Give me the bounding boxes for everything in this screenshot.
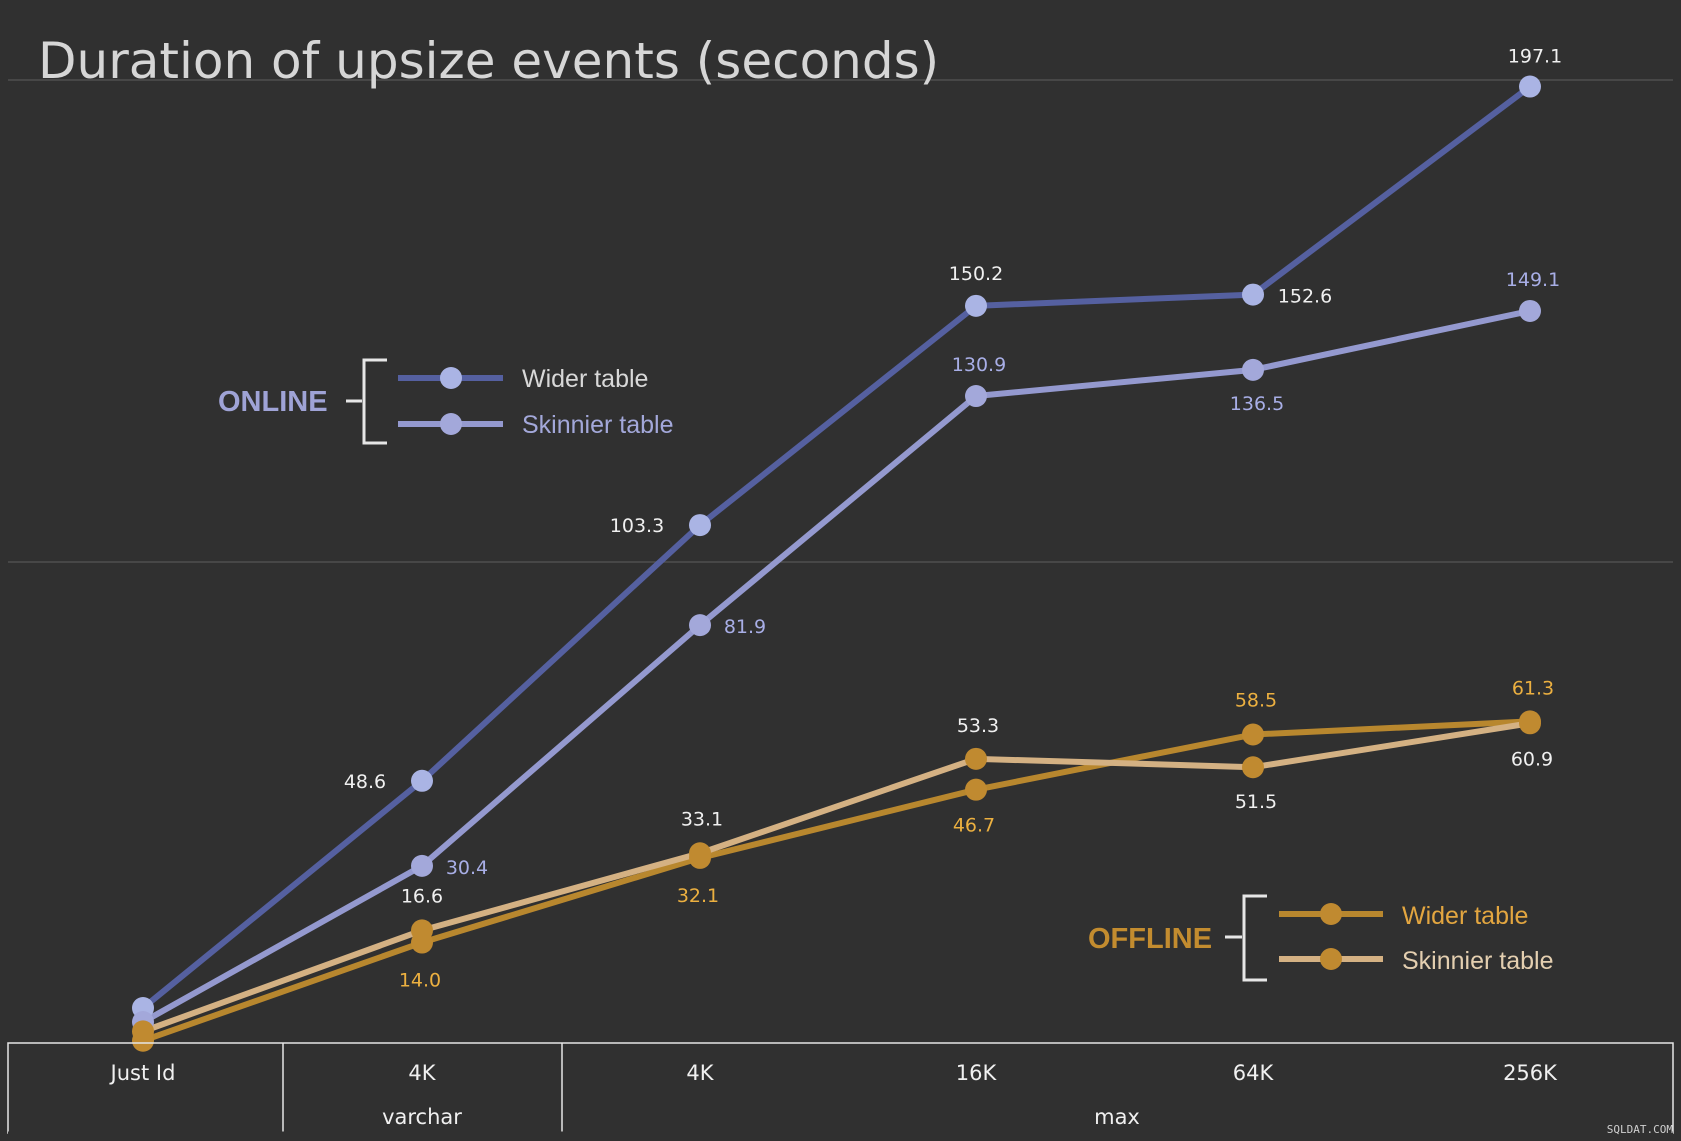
series-line-online-wider-table xyxy=(141,84,1532,1011)
data-label-offline-wider-table-4: 58.5 xyxy=(1235,690,1277,712)
legend-offline-skinnier-label: Skinnier table xyxy=(1402,947,1553,975)
point-offline-skinnier-table-5 xyxy=(1519,712,1541,735)
point-online-skinnier-table-4 xyxy=(1242,358,1264,381)
legend-online-bracket xyxy=(362,358,387,445)
point-offline-skinnier-table-4 xyxy=(1242,756,1264,779)
point-online-wider-table-5 xyxy=(1519,75,1541,98)
legend-online-wider-marker xyxy=(440,367,462,389)
data-label-online-skinnier-table-2: 81.9 xyxy=(724,616,766,638)
x-tick-label-4: 64K xyxy=(1233,1061,1275,1085)
legend-offline-wider-marker xyxy=(1320,903,1342,925)
data-label-online-wider-table-1: 48.6 xyxy=(344,771,386,793)
legend-offline-bracket xyxy=(1242,894,1267,982)
x-tick-label-0: Just Id xyxy=(109,1061,176,1085)
x-tick-label-5: 256K xyxy=(1503,1061,1558,1085)
data-label-offline-skinnier-table-5: 60.9 xyxy=(1511,748,1553,770)
legend-offline-title: OFFLINE xyxy=(1088,923,1212,955)
x-tick-label-1: 4K xyxy=(408,1061,436,1085)
point-offline-wider-table-3 xyxy=(965,778,987,801)
series-line-online-skinnier-table xyxy=(141,308,1531,1025)
data-label-online-skinnier-table-3: 130.9 xyxy=(952,354,1006,376)
point-online-wider-table-4 xyxy=(1242,283,1264,306)
data-label-offline-skinnier-table-3: 53.3 xyxy=(957,715,999,737)
x-tick-label-3: 16K xyxy=(956,1061,998,1085)
data-label-online-wider-table-3: 150.2 xyxy=(949,263,1003,285)
point-offline-skinnier-table-3 xyxy=(965,747,987,770)
data-label-online-skinnier-table-4: 136.5 xyxy=(1230,393,1284,415)
axis-group-varchar: varchar xyxy=(382,1105,462,1129)
series-line-offline-wider-table xyxy=(142,718,1531,1044)
data-label-offline-wider-table-5: 61.3 xyxy=(1512,677,1554,699)
series-layer xyxy=(132,75,1541,1052)
point-online-wider-table-2 xyxy=(689,514,711,537)
axis-labels: Just Id 4K 4K 16K 64K 256K xyxy=(109,1061,1559,1085)
data-label-online-wider-table-5: 197.1 xyxy=(1508,46,1562,68)
data-label-offline-skinnier-table-4: 51.5 xyxy=(1235,791,1277,813)
category-axis: Just Id 4K 4K 16K 64K 256K varchar max xyxy=(7,1042,1674,1135)
point-online-skinnier-table-1 xyxy=(411,854,433,877)
point-offline-wider-table-4 xyxy=(1242,723,1264,746)
legend-offline-wider-label: Wider table xyxy=(1402,902,1528,930)
data-label-online-wider-table-2: 103.3 xyxy=(610,515,664,537)
chart-title: Duration of upsize events (seconds) xyxy=(38,32,939,90)
legend-online-wider-label: Wider table xyxy=(522,365,648,393)
data-label-online-skinnier-table-5: 149.1 xyxy=(1506,269,1560,291)
legend-online-skinnier-marker xyxy=(440,413,462,435)
data-label-online-skinnier-table-1: 30.4 xyxy=(446,857,488,879)
x-tick-label-2: 4K xyxy=(686,1061,714,1085)
data-label-offline-wider-table-1: 14.0 xyxy=(399,970,441,992)
point-online-wider-table-3 xyxy=(965,294,987,317)
legend-online: ONLINE Wider table Skinnier table xyxy=(218,358,673,445)
point-online-skinnier-table-2 xyxy=(689,614,711,637)
data-label-offline-wider-table-2: 32.1 xyxy=(677,885,719,907)
legend-offline-skinnier-marker xyxy=(1320,948,1342,970)
data-label-offline-skinnier-table-2: 33.1 xyxy=(681,808,723,830)
watermark: SQLDAT.COM xyxy=(1607,1123,1674,1136)
data-label-online-wider-table-4: 152.6 xyxy=(1278,286,1332,308)
point-offline-skinnier-table-2 xyxy=(689,842,711,865)
series-line-offline-skinnier-table xyxy=(141,720,1531,1035)
point-online-skinnier-table-3 xyxy=(965,385,987,408)
data-label-offline-wider-table-3: 46.7 xyxy=(953,815,995,837)
point-offline-skinnier-table-1 xyxy=(411,919,433,942)
legend-offline: OFFLINE Wider table Skinnier table xyxy=(1088,894,1553,982)
legend-online-title: ONLINE xyxy=(218,386,328,418)
point-online-wider-table-1 xyxy=(411,769,433,792)
point-offline-skinnier-table-0 xyxy=(132,1020,154,1043)
point-online-skinnier-table-5 xyxy=(1519,299,1541,322)
data-label-offline-skinnier-table-1: 16.6 xyxy=(401,885,443,907)
axis-group-max: max xyxy=(1094,1105,1140,1129)
data-label-layer: 48.6 103.3 150.2 152.6 197.1 30.4 81.9 130.9 136… xyxy=(344,46,1562,992)
legend-online-skinnier-label: Skinnier table xyxy=(522,411,673,439)
